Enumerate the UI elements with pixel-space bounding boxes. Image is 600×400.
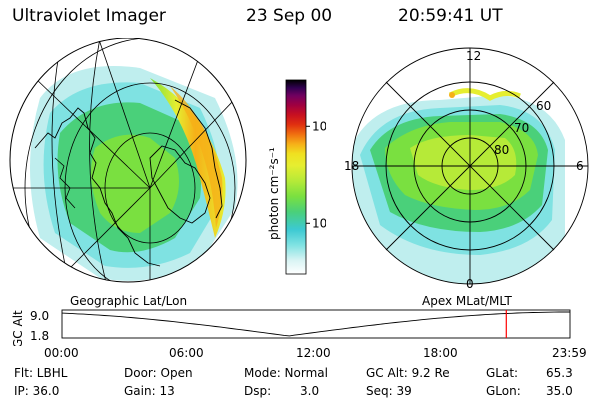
- gain-info: Gain: 13: [124, 384, 175, 398]
- image-time: 20:59:41 UT: [398, 6, 503, 26]
- mlt-label-dusk: 18: [344, 159, 359, 173]
- apex-panel-label: Apex MLat/MLT: [422, 294, 512, 308]
- filter-info: Flt: LBHL: [14, 366, 68, 380]
- glat-label: GLat:: [486, 366, 519, 380]
- mlt-label-midnight: 0: [466, 277, 474, 291]
- colorbar-tick-label: 10: [312, 216, 326, 230]
- mlt-label-noon: 12: [466, 49, 481, 63]
- time-tick-0: 00:00: [44, 346, 79, 360]
- dsp-value: 3.0: [300, 384, 320, 398]
- time-tick-3: 18:00: [423, 346, 458, 360]
- image-date: 23 Sep 00: [246, 6, 333, 26]
- alt-tick-max: 9.0: [30, 309, 49, 323]
- image-title: Ultraviolet Imager: [12, 6, 166, 26]
- gc-alt-info: GC Alt: 9.2 Re: [366, 366, 450, 380]
- apex-polar-image: 12 18 6 0 60 70 80: [344, 47, 589, 291]
- mlt-label-dawn: 6: [576, 159, 584, 173]
- ip-info: IP: 36.0: [14, 384, 60, 398]
- alt-curve: [61, 311, 570, 337]
- mlat-label-70: 70: [514, 121, 529, 135]
- colorbar-scale: [285, 79, 307, 275]
- colorbar-tick-label: 100: [312, 119, 326, 133]
- intensity-colorbar: photon cm⁻²s⁻¹ 100 10: [267, 79, 326, 275]
- time-tick-2: 12:00: [296, 346, 331, 360]
- glon-label: GLon:: [486, 384, 521, 398]
- glat-value: 65.3: [546, 366, 573, 380]
- time-tick-4: 23:59: [552, 346, 587, 360]
- alt-axis-label: GC Alt: [11, 310, 25, 346]
- geographic-panel-label: Geographic Lat/Lon: [70, 294, 188, 308]
- geographic-auroral-image: [9, 38, 247, 283]
- time-tick-1: 06:00: [169, 346, 204, 360]
- alt-tick-min: 1.8: [30, 329, 49, 343]
- door-info: Door: Open: [124, 366, 193, 380]
- altitude-plot: GC Alt 9.0 1.8: [11, 309, 571, 346]
- dsp-label: Dsp:: [244, 384, 272, 398]
- mlat-label-60: 60: [536, 99, 551, 113]
- glon-value: 35.0: [546, 384, 573, 398]
- seq-info: Seq: 39: [366, 384, 412, 398]
- mlat-label-80: 80: [494, 143, 509, 157]
- mode-info: Mode: Normal: [244, 366, 328, 380]
- colorbar-title: photon cm⁻²s⁻¹: [267, 147, 281, 240]
